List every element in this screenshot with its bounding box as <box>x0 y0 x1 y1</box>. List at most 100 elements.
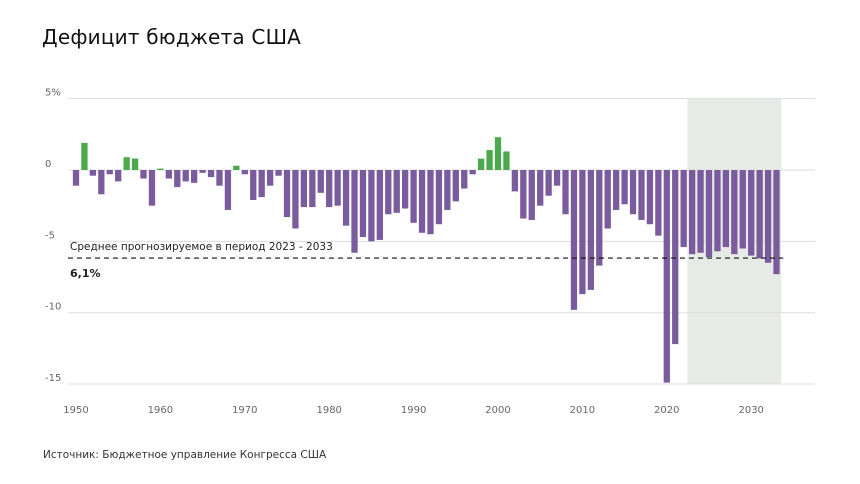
bar-2016 <box>629 170 637 215</box>
reference-line-value: 6,1% <box>70 267 101 280</box>
x-tick-label: 1950 <box>63 405 88 416</box>
bar-1977 <box>300 170 308 208</box>
bar-1980 <box>326 170 333 208</box>
y-tick-label: -5 <box>45 230 55 241</box>
bar-1959 <box>148 170 156 206</box>
bar-1966 <box>207 170 215 178</box>
bar-2030 <box>748 170 755 256</box>
bar-2001 <box>503 151 510 170</box>
bar-1952 <box>89 170 97 176</box>
bar-1969 <box>233 165 240 170</box>
bar-1996 <box>461 170 468 189</box>
bar-1967 <box>216 170 223 186</box>
bar-2014 <box>613 170 620 210</box>
bar-2005 <box>537 170 544 206</box>
bar-1979 <box>317 170 324 193</box>
bar-1999 <box>486 150 493 170</box>
bar-1992 <box>427 170 434 235</box>
bar-2019 <box>655 170 662 236</box>
y-tick-label: -15 <box>45 373 61 384</box>
bar-2018 <box>646 170 654 225</box>
bar-1971 <box>250 170 257 200</box>
source-note: Источник: Бюджетное управление Конгресса… <box>43 449 327 461</box>
bar-1958 <box>140 170 147 179</box>
bar-2000 <box>494 137 502 170</box>
bar-2009 <box>570 170 578 310</box>
bar-2032 <box>764 170 772 263</box>
bar-2027 <box>722 170 730 248</box>
bar-1986 <box>376 170 383 240</box>
bar-layer <box>72 137 780 383</box>
bar-1990 <box>410 170 417 223</box>
bar-1983 <box>351 170 358 253</box>
bar-2008 <box>562 170 569 215</box>
bar-2029 <box>739 170 746 249</box>
x-tick-label: 1960 <box>148 405 173 416</box>
bar-1957 <box>131 158 139 170</box>
bar-2028 <box>731 170 738 255</box>
bar-1956 <box>123 157 130 170</box>
bar-2024 <box>697 170 704 253</box>
bar-1989 <box>402 170 409 209</box>
bar-1988 <box>393 170 400 213</box>
reference-line-label: Среднее прогнозируемое в период 2023 - 2… <box>70 241 333 253</box>
y-tick-label: -10 <box>45 302 61 313</box>
bar-2002 <box>511 170 519 192</box>
bar-1987 <box>385 170 392 215</box>
bar-2012 <box>596 170 603 266</box>
bar-1964 <box>191 170 198 183</box>
bar-1960 <box>157 168 164 170</box>
x-tick-layer: 1950 1960 1970 1980 1990 2000 2010 2020 2030 <box>63 405 764 416</box>
chart-title: Дефицит бюджета США <box>42 25 302 49</box>
bar-2007 <box>553 170 561 186</box>
reference-line-layer: Среднее прогнозируемое в период 2023 - 2… <box>68 241 784 280</box>
bar-1997 <box>469 170 476 175</box>
x-tick-label: 2030 <box>738 405 763 416</box>
bar-2013 <box>604 170 611 229</box>
x-tick-label: 1980 <box>316 405 341 416</box>
bar-1984 <box>359 170 367 238</box>
bar-2022 <box>680 170 687 248</box>
bar-1962 <box>174 170 181 188</box>
bar-1973 <box>266 170 274 186</box>
bar-2023 <box>688 170 696 255</box>
bar-2017 <box>638 170 645 220</box>
bar-1970 <box>241 170 248 175</box>
bar-2026 <box>714 170 721 252</box>
bar-1985 <box>368 170 375 242</box>
bar-1991 <box>418 170 426 233</box>
bar-1954 <box>106 170 113 175</box>
bar-1968 <box>224 170 232 210</box>
x-tick-label: 2010 <box>570 405 595 416</box>
bar-1951 <box>81 142 88 170</box>
bar-1975 <box>283 170 291 218</box>
bar-1994 <box>444 170 451 210</box>
bar-2025 <box>705 170 713 258</box>
bar-2021 <box>672 170 679 345</box>
bar-1982 <box>342 170 350 226</box>
x-tick-label: 1990 <box>401 405 426 416</box>
bar-1972 <box>258 170 265 198</box>
bar-1976 <box>292 170 299 229</box>
bar-2031 <box>756 170 763 259</box>
bar-2004 <box>528 170 535 220</box>
bar-1950 <box>72 170 80 186</box>
bar-1995 <box>452 170 459 202</box>
bar-2010 <box>579 170 586 295</box>
bar-2006 <box>545 170 552 196</box>
bar-1963 <box>182 170 189 182</box>
bar-1953 <box>98 170 105 195</box>
bar-1965 <box>199 170 206 173</box>
bar-1998 <box>477 158 485 170</box>
y-tick-label: 0 <box>45 159 51 170</box>
y-tick-label: 5% <box>45 88 61 99</box>
bar-1974 <box>275 170 282 176</box>
bar-1955 <box>115 170 122 182</box>
bar-2003 <box>520 170 527 219</box>
bar-1981 <box>334 170 341 206</box>
x-tick-label: 1970 <box>232 405 257 416</box>
bar-2015 <box>621 170 628 205</box>
bar-2011 <box>587 170 594 290</box>
grid-layer: 5% 0 -5 -10 -15 <box>45 88 815 385</box>
